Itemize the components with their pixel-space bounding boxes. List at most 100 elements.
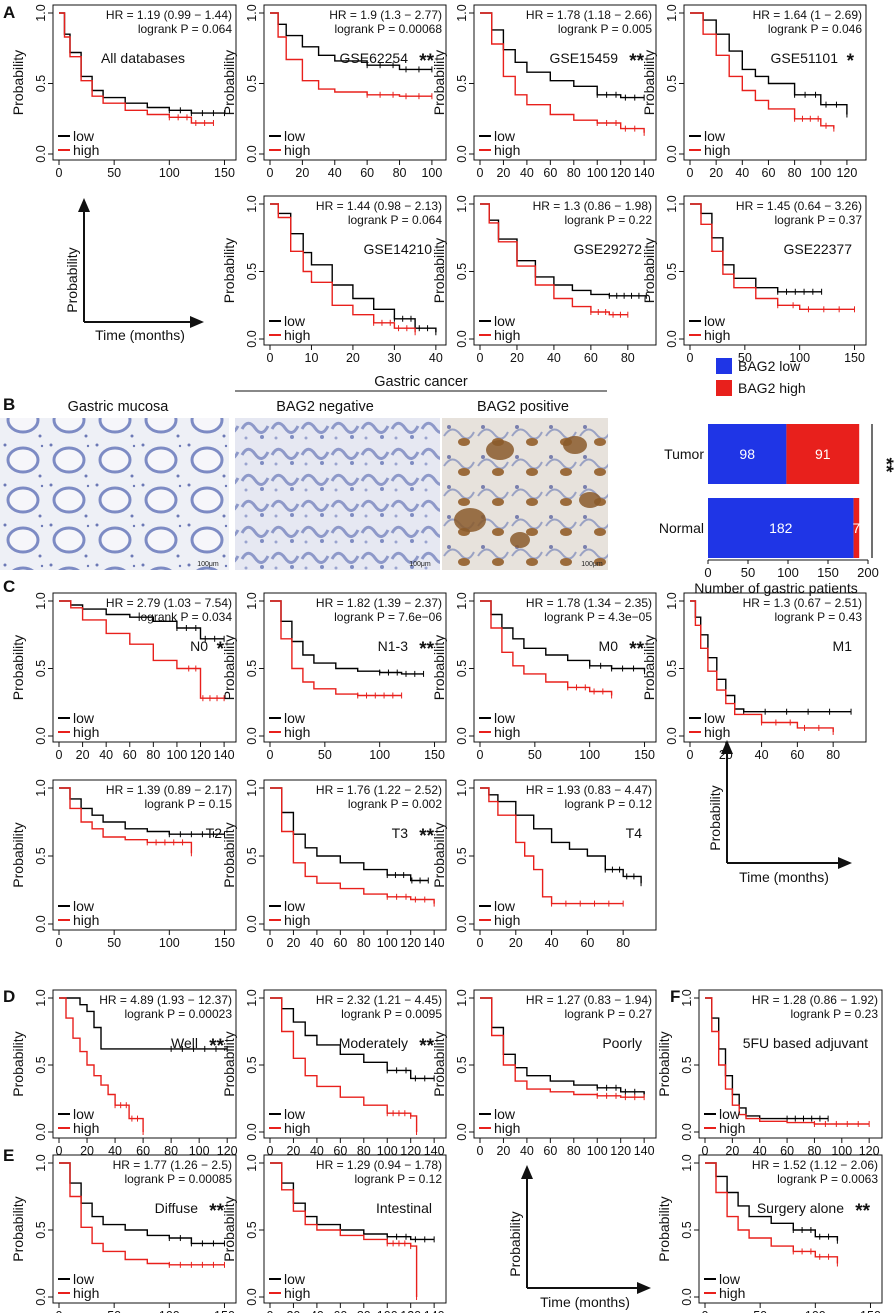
km-5fu-based-adjuvant-frame	[698, 989, 883, 1139]
km-all-databases-ytick-label-1: 0.5	[34, 75, 48, 92]
km-5fu-based-adjuvant-legend-high-label: high	[719, 1120, 745, 1136]
km-diffuse-xtick-label-2: 100	[159, 1309, 180, 1313]
bar-significance: **	[875, 458, 894, 473]
km-surgery-alone-title: Surgery alone	[757, 1200, 844, 1216]
bar-legend: BAG2 low BAG2 high	[716, 358, 806, 396]
km-t3-xtick-label-4: 80	[357, 936, 371, 950]
km-all-databases-ytick-label-0: 0.0	[34, 145, 48, 162]
km-gse51101-ytick-label-0: 0.0	[665, 145, 679, 162]
bar-tumor-bag2-low	[708, 424, 787, 484]
panel-label-c: C	[3, 577, 15, 596]
km-gse15459-ylabel: Probability	[431, 50, 447, 115]
km-surgery-alone-xtick-label-1: 50	[753, 1309, 767, 1313]
km-n1-3-xtick-label-2: 100	[369, 748, 390, 762]
km-gse15459-logrank: logrank P = 0.005	[558, 22, 653, 36]
km-gse15459-frame	[473, 4, 657, 161]
km-m0-legend-high-label: high	[494, 724, 520, 740]
km-surgery-alone-xtick-label-3: 150	[860, 1309, 881, 1313]
km-surgery-alone-curve-high	[705, 1162, 839, 1264]
km-n0-title: N0	[190, 638, 208, 654]
km-m1-xtick-label-4: 80	[826, 748, 840, 762]
km-all-databases-legend-low-label: low	[73, 128, 95, 144]
schematic-c-x-arrow	[838, 857, 852, 869]
km-gse62254-ytick-label-1: 0.5	[245, 75, 259, 92]
km-intestinal-legend-low-label: low	[284, 1271, 306, 1287]
km-5fu-based-adjuvant-title: 5FU based adjuvant	[743, 1035, 868, 1051]
panel-label-f: F	[670, 987, 680, 1006]
km-gse29272-xtick-label-0: 0	[477, 351, 484, 365]
km-gse14210-hr: HR = 1.44 (0.98 − 2.13)	[316, 199, 442, 213]
km-t3-ytick-label-2: 1.0	[245, 779, 259, 796]
km-moderately-hr: HR = 2.32 (1.21 − 4.45)	[316, 993, 442, 1007]
km-gse62254-xtick-label-0: 0	[267, 166, 274, 180]
km-t2-curve-high	[59, 787, 193, 854]
km-poorly-xtick-label-1: 20	[496, 1144, 510, 1158]
km-5fu-based-adjuvant-curve-high	[705, 997, 870, 1125]
km-moderately-ytick-label-1: 0.5	[245, 1056, 259, 1073]
km-diffuse-curve-low	[59, 1162, 225, 1245]
km-t3-ylabel: Probability	[221, 822, 237, 887]
km-all-databases-title: All databases	[101, 50, 185, 66]
km-gse22377-xtick-label-0: 0	[687, 351, 694, 365]
km-gse62254-frame	[263, 4, 447, 161]
km-n1-3-hr: HR = 1.82 (1.39 − 2.37)	[316, 596, 442, 610]
km-t4-legend-high-label: high	[494, 912, 520, 928]
km-gse14210-frame	[263, 195, 447, 346]
km-poorly-xtick-label-6: 120	[610, 1144, 631, 1158]
km-t3-xtick-label-0: 0	[267, 936, 274, 950]
km-gse51101-frame	[683, 4, 867, 161]
km-moderately-logrank: logrank P = 0.0095	[341, 1007, 442, 1021]
km-all-databases-xtick-label-1: 50	[107, 166, 121, 180]
bar-legend-label-bag2-low: BAG2 low	[738, 358, 801, 374]
km-gse29272-title: GSE29272	[574, 241, 643, 257]
km-intestinal-ytick-label-2: 1.0	[245, 1154, 259, 1171]
km-well-frame	[52, 989, 237, 1139]
km-surgery-alone-ytick-label-1: 0.5	[680, 1221, 694, 1238]
km-n1-3-legend-high-label: high	[284, 724, 310, 740]
km-diffuse-ylabel: Probability	[10, 1196, 26, 1261]
km-gse22377-logrank: logrank P = 0.37	[774, 213, 862, 227]
km-t4-title: T4	[626, 825, 643, 841]
km-n0-xtick-label-0: 0	[56, 748, 63, 762]
km-gse14210-xtick-label-3: 30	[387, 351, 401, 365]
schematic-c-y-arrow	[721, 740, 733, 754]
km-m0-curve-high	[480, 600, 613, 696]
km-t4-xtick-label-2: 40	[545, 936, 559, 950]
km-gse14210-xtick-label-4: 40	[429, 351, 443, 365]
km-t3-logrank: logrank P = 0.002	[348, 797, 443, 811]
bag2-stacked-bar-chart: BAG2 low BAG2 high 98 91 Tumor 182 7 Normal 0 50 1…	[659, 358, 894, 596]
km-t2-logrank: logrank P = 0.15	[144, 797, 232, 811]
km-gse14210: 0.0 0.5 1.0 Probability 0 10 20 30 40 HR = 1.44 (…	[221, 195, 447, 365]
km-moderately-title: Moderately	[339, 1035, 408, 1051]
km-n1-3-ytick-label-1: 0.5	[245, 660, 259, 677]
km-t2-title: T2	[206, 825, 223, 841]
km-t4-xtick-label-3: 60	[580, 936, 594, 950]
bar-category-tumor: Tumor	[664, 446, 704, 462]
km-gse51101-ylabel: Probability	[641, 50, 657, 115]
km-gse51101-title: GSE51101	[771, 50, 839, 66]
km-t2-xtick-label-3: 150	[214, 936, 235, 950]
km-t4-frame	[473, 779, 657, 931]
bar-xtick-label-2: 100	[777, 565, 799, 580]
km-surgery-alone-legend-low-label: low	[719, 1271, 741, 1287]
schematic-a: Probability Time (months)	[64, 198, 204, 343]
km-poorly-legend-low-label: low	[494, 1106, 516, 1122]
km-n0-curve-high	[59, 600, 225, 699]
km-gse62254-xtick-label-3: 60	[360, 166, 374, 180]
bar-legend-swatch-bag2-low	[716, 358, 732, 374]
km-gse15459-ytick-label-0: 0.0	[455, 145, 469, 162]
km-diffuse: 0.0 0.5 1.0 Probability 0 50 100 150 HR = 1.77 (…	[10, 1154, 237, 1313]
km-m1-ylabel: Probability	[641, 635, 657, 700]
km-well-ytick-label-0: 0.0	[34, 1123, 48, 1140]
km-m1-hr: HR = 1.3 (0.67 − 2.51)	[743, 596, 862, 610]
km-intestinal-xtick-label-1: 20	[286, 1309, 300, 1313]
km-5fu-based-adjuvant-xtick-label-6: 120	[859, 1144, 880, 1158]
km-well-hr: HR = 4.89 (1.93 − 12.37)	[99, 993, 232, 1007]
km-poorly-xtick-label-2: 40	[520, 1144, 534, 1158]
km-gse51101-curve-high	[690, 12, 835, 129]
km-intestinal-xtick-label-2: 40	[310, 1309, 324, 1313]
bar-normal-bag2-high	[853, 498, 860, 558]
km-m0-ytick-label-2: 1.0	[455, 592, 469, 609]
bar-category-normal: Normal	[659, 520, 704, 536]
